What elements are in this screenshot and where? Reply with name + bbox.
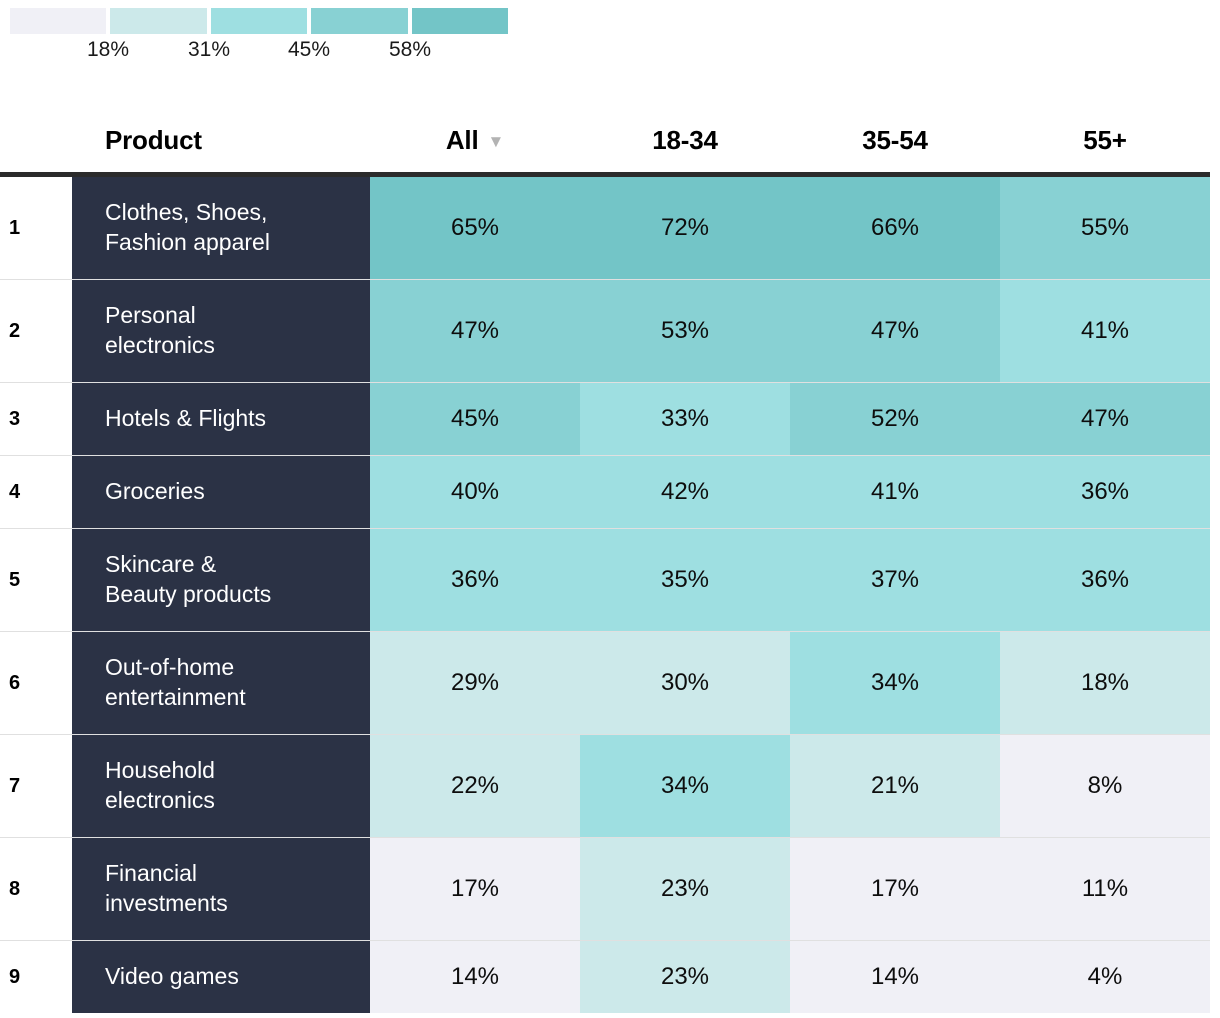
heat-cell: 47% bbox=[790, 280, 1000, 382]
row-rank: 9 bbox=[0, 941, 72, 1013]
heat-cell: 33% bbox=[580, 383, 790, 455]
heat-cell: 53% bbox=[580, 280, 790, 382]
table-row: 7 Household electronics 22% 34% 21% 8% bbox=[0, 734, 1210, 837]
column-header-18-34[interactable]: 18-34 bbox=[652, 124, 718, 155]
product-name-cell: Skincare & Beauty products bbox=[72, 529, 370, 631]
color-legend: 18% 31% 45% 58% bbox=[10, 8, 509, 64]
row-rank: 4 bbox=[0, 456, 72, 528]
heat-cell: 40% bbox=[370, 456, 580, 528]
color-legend-swatches bbox=[10, 8, 509, 34]
heat-cell: 11% bbox=[1000, 838, 1210, 940]
heat-cell: 45% bbox=[370, 383, 580, 455]
row-rank: 8 bbox=[0, 838, 72, 940]
product-name-cell: Hotels & Flights bbox=[72, 383, 370, 455]
column-header-product: Product bbox=[105, 124, 202, 155]
heat-cell: 4% bbox=[1000, 941, 1210, 1013]
heat-cell: 72% bbox=[580, 177, 790, 279]
heat-cell: 36% bbox=[1000, 529, 1210, 631]
legend-label: 18% bbox=[86, 38, 130, 61]
heat-cell: 47% bbox=[370, 280, 580, 382]
heat-cell: 47% bbox=[1000, 383, 1210, 455]
table-header-row: Product All ▼ 18-34 35-54 55+ bbox=[0, 108, 1210, 172]
legend-swatch-3 bbox=[210, 8, 308, 34]
column-header-all[interactable]: All ▼ bbox=[370, 125, 580, 156]
table-row: 9 Video games 14% 23% 14% 4% bbox=[0, 940, 1210, 1013]
heatmap-table: Product All ▼ 18-34 35-54 55+ 1 Clothes, … bbox=[0, 108, 1210, 1013]
row-rank: 1 bbox=[0, 177, 72, 279]
legend-swatch-2 bbox=[110, 8, 207, 34]
color-legend-labels: 18% 31% 45% 58% bbox=[10, 34, 508, 64]
heat-cell: 14% bbox=[790, 941, 1000, 1013]
column-header-55plus[interactable]: 55+ bbox=[1083, 124, 1127, 155]
table-row: 1 Clothes, Shoes, Fashion apparel 65% 72… bbox=[0, 177, 1210, 279]
table-row: 3 Hotels & Flights 45% 33% 52% 47% bbox=[0, 382, 1210, 455]
row-rank: 2 bbox=[0, 280, 72, 382]
legend-label: 45% bbox=[287, 38, 331, 61]
legend-label: 58% bbox=[388, 38, 432, 61]
heat-cell: 41% bbox=[1000, 280, 1210, 382]
heat-cell: 29% bbox=[370, 632, 580, 734]
legend-label: 31% bbox=[187, 38, 231, 61]
product-name-cell: Personal electronics bbox=[72, 280, 370, 382]
row-rank: 5 bbox=[0, 529, 72, 631]
table-row: 4 Groceries 40% 42% 41% 36% bbox=[0, 455, 1210, 528]
heat-cell: 34% bbox=[790, 632, 1000, 734]
table-row: 5 Skincare & Beauty products 36% 35% 37%… bbox=[0, 528, 1210, 631]
product-name-cell: Financial investments bbox=[72, 838, 370, 940]
product-name-cell: Video games bbox=[72, 941, 370, 1013]
heat-cell: 23% bbox=[580, 941, 790, 1013]
legend-swatch-1 bbox=[10, 8, 107, 34]
table-row: 8 Financial investments 17% 23% 17% 11% bbox=[0, 837, 1210, 940]
legend-swatch-5 bbox=[411, 8, 509, 34]
heat-cell: 14% bbox=[370, 941, 580, 1013]
heat-cell: 18% bbox=[1000, 632, 1210, 734]
product-name-cell: Groceries bbox=[72, 456, 370, 528]
heat-cell: 23% bbox=[580, 838, 790, 940]
row-rank: 3 bbox=[0, 383, 72, 455]
product-name-cell: Household electronics bbox=[72, 735, 370, 837]
heat-cell: 36% bbox=[370, 529, 580, 631]
column-header-all-label: All bbox=[445, 124, 479, 155]
sort-descending-icon[interactable]: ▼ bbox=[487, 131, 505, 151]
heat-cell: 52% bbox=[790, 383, 1000, 455]
heat-cell: 37% bbox=[790, 529, 1000, 631]
heat-cell: 34% bbox=[580, 735, 790, 837]
heat-cell: 65% bbox=[370, 177, 580, 279]
heat-cell: 36% bbox=[1000, 456, 1210, 528]
heat-cell: 17% bbox=[370, 838, 580, 940]
table-row: 6 Out-of-home entertainment 29% 30% 34% … bbox=[0, 631, 1210, 734]
heat-cell: 41% bbox=[790, 456, 1000, 528]
heat-cell: 8% bbox=[1000, 735, 1210, 837]
heat-cell: 55% bbox=[1000, 177, 1210, 279]
heat-cell: 30% bbox=[580, 632, 790, 734]
legend-swatch-4 bbox=[311, 8, 408, 34]
product-name-cell: Out-of-home entertainment bbox=[72, 632, 370, 734]
heat-cell: 42% bbox=[580, 456, 790, 528]
product-name-cell: Clothes, Shoes, Fashion apparel bbox=[72, 177, 370, 279]
table-row: 2 Personal electronics 47% 53% 47% 41% bbox=[0, 279, 1210, 382]
heat-cell: 35% bbox=[580, 529, 790, 631]
column-header-35-54[interactable]: 35-54 bbox=[862, 124, 928, 155]
row-rank: 7 bbox=[0, 735, 72, 837]
heat-cell: 66% bbox=[790, 177, 1000, 279]
header-divider bbox=[0, 172, 1210, 177]
row-rank: 6 bbox=[0, 632, 72, 734]
heat-cell: 17% bbox=[790, 838, 1000, 940]
heat-cell: 21% bbox=[790, 735, 1000, 837]
heat-cell: 22% bbox=[370, 735, 580, 837]
